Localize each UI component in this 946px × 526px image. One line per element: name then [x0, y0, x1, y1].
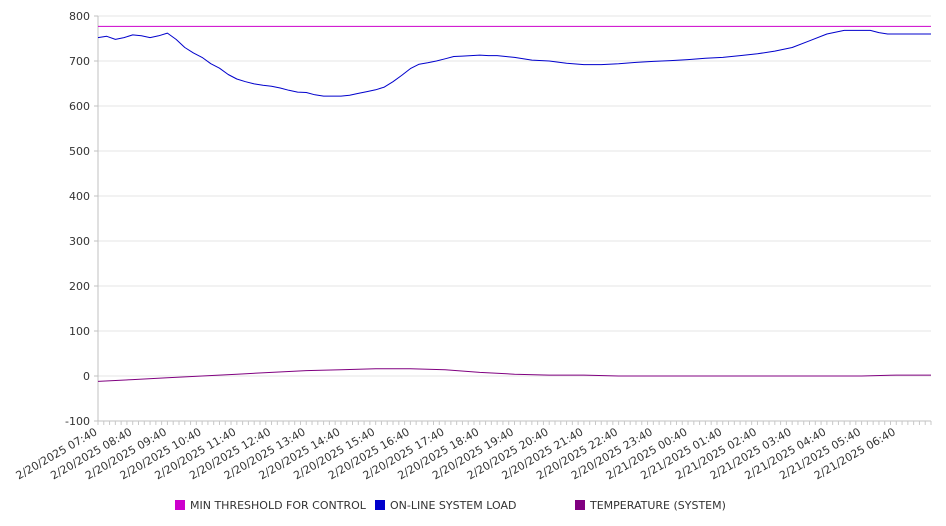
y-tick-label: 200	[69, 280, 90, 293]
y-tick-label: 300	[69, 235, 90, 248]
y-tick-label: 400	[69, 190, 90, 203]
y-tick-label: 700	[69, 55, 90, 68]
legend: MIN THRESHOLD FOR CONTROL ON-LINE SYSTEM …	[175, 499, 726, 512]
y-tick-label: 500	[69, 145, 90, 158]
series-line-temperature-system	[97, 368, 931, 382]
legend-swatch-min-threshold-for-control	[175, 500, 185, 510]
x-axis-tick-labels: 2/20/2025 07:402/20/2025 08:402/20/2025 …	[14, 425, 898, 482]
legend-swatch-temperature-system	[575, 500, 585, 510]
y-tick-label: -100	[65, 415, 90, 428]
grid-lines	[98, 15, 931, 422]
y-tick-label: 800	[69, 10, 90, 23]
series-lines	[97, 25, 931, 382]
legend-label-min-threshold-for-control: MIN THRESHOLD FOR CONTROL	[190, 499, 367, 512]
y-tick-label: 600	[69, 100, 90, 113]
legend-label-temperature-system: TEMPERATURE (SYSTEM)	[589, 499, 726, 512]
y-axis-tick-labels: 800 700 600 500 400 300 200 100 0 -100	[65, 10, 90, 428]
legend-swatch-on-line-system-load	[375, 500, 385, 510]
series-line-on-line-system-load	[97, 29, 931, 97]
axes	[94, 15, 932, 425]
legend-label-on-line-system-load: ON-LINE SYSTEM LOAD	[390, 499, 516, 512]
y-tick-label: 0	[83, 370, 90, 383]
y-tick-label: 100	[69, 325, 90, 338]
